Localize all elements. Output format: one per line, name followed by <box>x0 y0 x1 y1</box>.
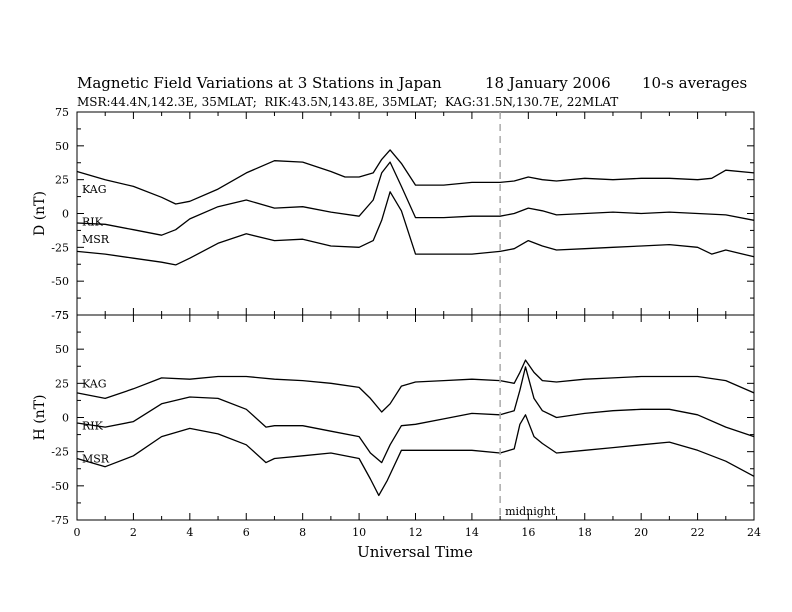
midnight-marker-label: midnight <box>505 505 556 518</box>
x-axis-title: Universal Time <box>357 543 473 561</box>
x-tick-label: 16 <box>521 526 535 539</box>
x-tick-label: 18 <box>578 526 592 539</box>
x-tick-label: 14 <box>465 526 479 539</box>
series-line-D-kag <box>76 149 755 205</box>
y-tick-label-H: -25 <box>51 446 69 459</box>
x-tick-label: 4 <box>186 526 193 539</box>
y-tick-label-D: -75 <box>51 309 69 322</box>
series-line-D-rik <box>76 161 755 236</box>
x-tick-label: 0 <box>74 526 81 539</box>
y-tick-label-D: -50 <box>51 275 69 288</box>
y-tick-label-D: 50 <box>55 140 69 153</box>
series-label-H-rik: RIK <box>82 420 104 433</box>
y-tick-label-H: -50 <box>51 480 69 493</box>
y-axis-title-D: D (nT) <box>32 191 48 236</box>
series-label-D-rik: RIK <box>82 216 104 229</box>
y-tick-label-D: -25 <box>51 241 69 254</box>
y-tick-label-H: 50 <box>55 343 69 356</box>
panels-layer: 75 50 25 0 -25 -50 -75 D (nT) KAG RIK MSR 75 50 25 0 -2… <box>32 106 761 539</box>
series-label-H-kag: KAG <box>82 377 107 390</box>
y-tick-label-H: 25 <box>55 377 69 390</box>
series-label-D-msr: MSR <box>82 233 110 246</box>
series-line-D-msr <box>76 191 755 266</box>
x-tick-label: 2 <box>130 526 137 539</box>
series-label-D-kag: KAG <box>82 183 107 196</box>
chart-averaging: 10-s averages <box>642 74 747 92</box>
y-tick-label-D: 25 <box>55 174 69 187</box>
series-line-H-msr <box>76 414 755 497</box>
x-tick-label: 22 <box>691 526 705 539</box>
x-tick-label: 10 <box>352 526 366 539</box>
chart-date: 18 January 2006 <box>485 74 611 92</box>
x-tick-label: 8 <box>299 526 306 539</box>
x-tick-label: 24 <box>747 526 761 539</box>
chart-title: Magnetic Field Variations at 3 Stations … <box>77 74 442 92</box>
x-tick-label: 12 <box>409 526 423 539</box>
series-line-H-rik <box>76 366 755 464</box>
y-tick-label-D: 0 <box>62 208 69 221</box>
series-line-H-kag <box>76 359 755 413</box>
panel-frame-H <box>76 314 755 521</box>
station-coordinates-subtitle: MSR:44.4N,142.3E, 35MLAT; RIK:43.5N,143.… <box>77 95 618 109</box>
y-tick-label-H: -75 <box>51 514 69 527</box>
y-tick-label-H: 75 <box>55 309 69 322</box>
series-label-H-msr: MSR <box>82 453 110 466</box>
y-tick-label-D: 75 <box>55 106 69 119</box>
x-tick-label: 6 <box>243 526 250 539</box>
y-axis-title-H: H (nT) <box>32 395 48 441</box>
x-tick-label: 20 <box>634 526 648 539</box>
y-tick-label-H: 0 <box>62 412 69 425</box>
